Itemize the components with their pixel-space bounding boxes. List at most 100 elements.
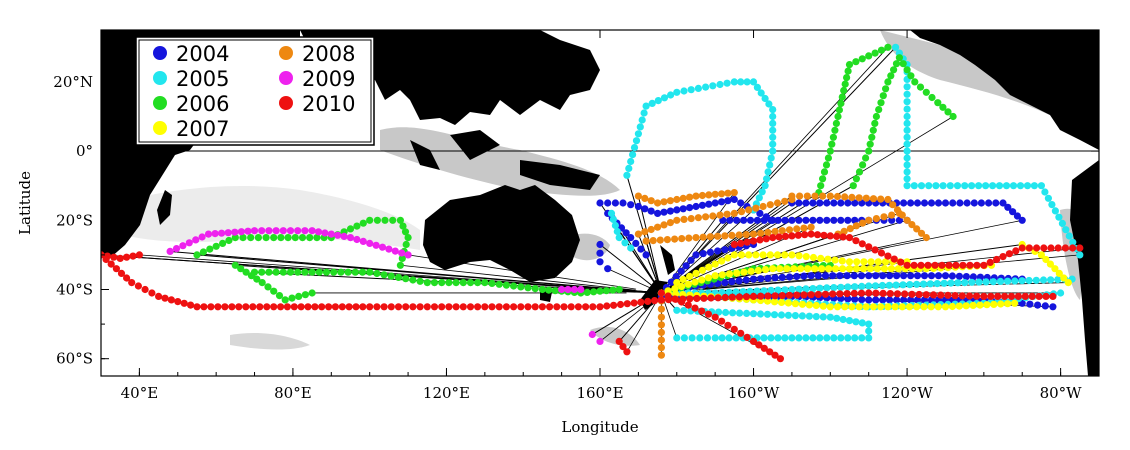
float-point-2005 [680, 87, 688, 95]
float-point-2007 [802, 253, 810, 261]
float-point-2009 [327, 230, 335, 238]
float-point-2010 [771, 351, 779, 359]
float-point-2004 [672, 273, 680, 281]
float-point-2007 [754, 266, 762, 275]
float-point-2006 [373, 269, 381, 278]
float-point-2006 [895, 54, 904, 62]
float-point-2010 [826, 232, 834, 240]
float-point-2010 [737, 329, 745, 337]
float-point-2006 [474, 279, 482, 287]
float-point-2007 [1011, 299, 1019, 307]
float-point-2010 [760, 344, 768, 352]
float-point-2006 [306, 234, 314, 242]
float-point-2010 [546, 303, 554, 311]
float-point-2010 [973, 292, 981, 300]
float-point-2008 [634, 230, 643, 238]
float-point-2005 [627, 157, 635, 166]
float-point-2009 [166, 247, 174, 255]
float-point-2004 [1018, 216, 1026, 224]
float-point-2007 [671, 285, 679, 293]
float-point-2004 [865, 296, 873, 304]
float-point-2006 [852, 175, 861, 183]
float-point-2010 [871, 246, 879, 254]
float-point-2010 [903, 261, 911, 269]
float-point-2009 [179, 242, 187, 250]
float-point-2006 [609, 286, 617, 294]
float-point-2005 [805, 312, 814, 320]
float-point-2010 [610, 301, 618, 309]
float-point-2006 [373, 216, 381, 224]
float-point-2005 [910, 182, 918, 190]
float-point-2005 [743, 78, 751, 86]
float-point-2010 [776, 355, 785, 363]
float-point-2006 [524, 284, 532, 292]
float-point-2006 [840, 86, 848, 95]
float-point-2006 [849, 182, 857, 190]
float-point-2005 [611, 221, 620, 230]
float-point-2010 [865, 289, 873, 297]
float-point-2010 [714, 294, 722, 302]
float-point-2006 [398, 254, 406, 262]
legend-marker-2005 [153, 71, 167, 85]
float-point-2005 [903, 140, 911, 148]
float-point-2004 [687, 256, 695, 264]
float-point-2005 [755, 194, 763, 202]
float-point-2005 [865, 320, 873, 328]
float-point-2008 [721, 232, 729, 240]
float-point-2006 [822, 161, 831, 169]
float-point-2004 [920, 272, 929, 280]
float-point-2006 [438, 279, 446, 287]
float-point-2004 [837, 199, 845, 207]
float-point-2005 [688, 334, 696, 342]
float-point-2010 [766, 348, 774, 356]
float-point-2008 [673, 195, 681, 204]
float-point-2004 [641, 205, 649, 213]
float-point-2008 [752, 204, 760, 212]
float-point-2010 [235, 303, 243, 311]
float-point-2005 [1047, 276, 1055, 284]
float-point-2005 [715, 308, 723, 316]
float-point-2009 [391, 247, 399, 255]
float-point-2010 [180, 299, 188, 307]
float-point-2008 [642, 237, 650, 245]
float-point-2009 [258, 227, 266, 235]
float-point-2007 [740, 268, 748, 276]
float-point-2009 [198, 233, 206, 241]
float-point-2010 [155, 292, 163, 300]
float-point-2006 [871, 119, 879, 127]
float-point-2008 [872, 215, 881, 223]
float-point-2010 [311, 303, 319, 311]
float-point-2004 [900, 199, 908, 207]
float-point-2010 [318, 303, 326, 311]
float-point-2004 [1034, 301, 1042, 309]
float-point-2004 [724, 197, 732, 205]
float-point-2010 [794, 231, 802, 239]
float-point-2010 [589, 303, 597, 311]
float-point-2005 [816, 334, 824, 342]
float-point-2005 [1054, 276, 1062, 284]
float-point-2004 [596, 258, 604, 266]
float-point-2010 [331, 303, 339, 311]
float-point-2005 [858, 319, 866, 327]
float-point-2005 [1016, 182, 1025, 190]
float-point-2007 [718, 257, 726, 265]
float-point-2007 [927, 303, 935, 311]
float-point-2004 [949, 199, 957, 207]
float-point-2010 [270, 303, 278, 311]
float-point-2006 [396, 261, 404, 269]
float-point-2009 [314, 228, 323, 236]
float-point-2005 [709, 82, 717, 90]
float-point-2005 [878, 281, 887, 290]
float-point-2007 [983, 301, 991, 309]
float-point-2006 [488, 279, 496, 287]
float-point-2006 [877, 99, 885, 107]
connector-line [607, 268, 657, 291]
float-point-2005 [732, 334, 740, 342]
float-point-2006 [199, 248, 207, 256]
float-point-2006 [286, 268, 295, 276]
float-point-2010 [134, 282, 142, 290]
float-point-2007 [797, 265, 805, 273]
connector-line [683, 47, 889, 269]
axis-ticks: 40°E 80°E 120°E 160°E 160°W 120°W 80°W 20°N 0° 20… [53, 30, 1100, 402]
float-point-2006 [301, 268, 309, 276]
